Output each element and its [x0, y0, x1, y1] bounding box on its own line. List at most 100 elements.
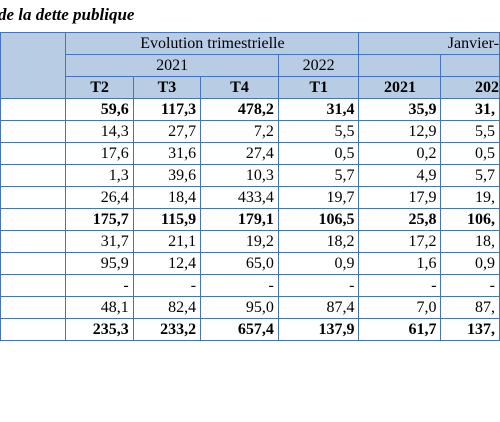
row-label-cell [0, 98, 67, 121]
value-cell: 115,9 [132, 208, 202, 231]
value-cell: 14,3 [65, 120, 134, 143]
table-row: 26,4 18,4 433,4 19,7 17,9 19, [0, 186, 500, 209]
table-row: 235,3 233,2 657,4 137,9 61,7 137, [0, 318, 500, 341]
row-label-cell [0, 164, 67, 187]
header-year-2022: 2022 [277, 54, 360, 77]
value-cell: 19,7 [277, 186, 360, 209]
value-cell: - [65, 274, 134, 297]
table-row: 175,7 115,9 179,1 106,5 25,8 106, [0, 208, 500, 231]
value-cell: 31,6 [132, 142, 202, 165]
value-cell: 175,7 [65, 208, 134, 231]
value-cell: 95,0 [200, 296, 279, 319]
value-cell: 1,3 [65, 164, 134, 187]
row-label-header [0, 32, 67, 99]
value-cell: 17,2 [358, 230, 442, 253]
value-cell: - [440, 274, 500, 297]
value-cell: 18, [440, 230, 500, 253]
value-cell: 21,1 [132, 230, 202, 253]
value-cell: 27,7 [132, 120, 202, 143]
value-cell: 27,4 [200, 142, 279, 165]
value-cell: 7,0 [358, 296, 442, 319]
row-label-cell [0, 274, 67, 297]
value-cell: 82,4 [132, 296, 202, 319]
value-cell: 18,4 [132, 186, 202, 209]
value-cell: 235,3 [65, 318, 134, 341]
table-row: 95,9 12,4 65,0 0,9 1,6 0,9 [0, 252, 500, 275]
header-quarter-t4: T4 [200, 76, 279, 99]
row-label-cell [0, 142, 67, 165]
debt-table: Evolution trimestrielle Janvier- 2021 20… [0, 32, 500, 341]
value-cell: 19, [440, 186, 500, 209]
value-cell: 478,2 [200, 98, 279, 121]
value-cell: 10,3 [200, 164, 279, 187]
value-cell: 7,2 [200, 120, 279, 143]
value-cell: 17,9 [358, 186, 442, 209]
table-row: 48,1 82,4 95,0 87,4 7,0 87, [0, 296, 500, 319]
table-row: 17,6 31,6 27,4 0,5 0,2 0,5 [0, 142, 500, 165]
table-row: 59,6 117,3 478,2 31,4 35,9 31, [0, 98, 500, 121]
header-jan-gap [358, 54, 442, 77]
value-cell: - [358, 274, 442, 297]
value-cell: 61,7 [358, 318, 442, 341]
value-cell: 1,6 [358, 252, 442, 275]
table-row: 14,3 27,7 7,2 5,5 12,9 5,5 [0, 120, 500, 143]
header-quarter-t2: T2 [65, 76, 134, 99]
value-cell: 5,7 [277, 164, 360, 187]
value-cell: 4,9 [358, 164, 442, 187]
value-cell: 48,1 [65, 296, 134, 319]
value-cell: 95,9 [65, 252, 134, 275]
table-title: de la dette publique [0, 5, 135, 24]
value-cell: - [132, 274, 202, 297]
value-cell: 0,2 [358, 142, 442, 165]
value-cell: 233,2 [132, 318, 202, 341]
value-cell: 31,4 [277, 98, 360, 121]
row-label-cell [0, 208, 67, 231]
value-cell: 117,3 [132, 98, 202, 121]
table-row: 31,7 21,1 19,2 18,2 17,2 18, [0, 230, 500, 253]
value-cell: 5,5 [440, 120, 500, 143]
value-cell: 17,6 [65, 142, 134, 165]
row-label-cell [0, 318, 67, 341]
header-jan-year-1: 202 [440, 76, 500, 99]
value-cell: 31,7 [65, 230, 134, 253]
row-label-cell [0, 252, 67, 275]
value-cell: 657,4 [200, 318, 279, 341]
value-cell: 5,5 [277, 120, 360, 143]
value-cell: 87, [440, 296, 500, 319]
header-quarter-t3: T3 [132, 76, 202, 99]
value-cell: - [200, 274, 279, 297]
value-cell: 179,1 [200, 208, 279, 231]
value-cell: 12,4 [132, 252, 202, 275]
value-cell: 19,2 [200, 230, 279, 253]
header-jan-year-0: 2021 [358, 76, 442, 99]
header-year-2021: 2021 [65, 54, 279, 77]
value-cell: - [277, 274, 360, 297]
row-label-cell [0, 186, 67, 209]
value-cell: 0,5 [277, 142, 360, 165]
value-cell: 26,4 [65, 186, 134, 209]
row-label-cell [0, 120, 67, 143]
value-cell: 35,9 [358, 98, 442, 121]
value-cell: 137,9 [277, 318, 360, 341]
header-group-quarterly: Evolution trimestrielle [65, 32, 360, 55]
value-cell: 25,8 [358, 208, 442, 231]
value-cell: 59,6 [65, 98, 134, 121]
value-cell: 106, [440, 208, 500, 231]
header-quarter-t1: T1 [277, 76, 360, 99]
value-cell: 137, [440, 318, 500, 341]
header-group-january: Janvier- [358, 32, 500, 55]
value-cell: 433,4 [200, 186, 279, 209]
table-row: 1,3 39,6 10,3 5,7 4,9 5,7 [0, 164, 500, 187]
value-cell: 87,4 [277, 296, 360, 319]
value-cell: 39,6 [132, 164, 202, 187]
value-cell: 0,5 [440, 142, 500, 165]
header-jan-gap-2 [440, 54, 500, 77]
value-cell: 106,5 [277, 208, 360, 231]
value-cell: 31, [440, 98, 500, 121]
value-cell: 0,9 [277, 252, 360, 275]
value-cell: 5,7 [440, 164, 500, 187]
value-cell: 0,9 [440, 252, 500, 275]
row-label-cell [0, 230, 67, 253]
value-cell: 65,0 [200, 252, 279, 275]
table-row: ------ [0, 274, 500, 297]
